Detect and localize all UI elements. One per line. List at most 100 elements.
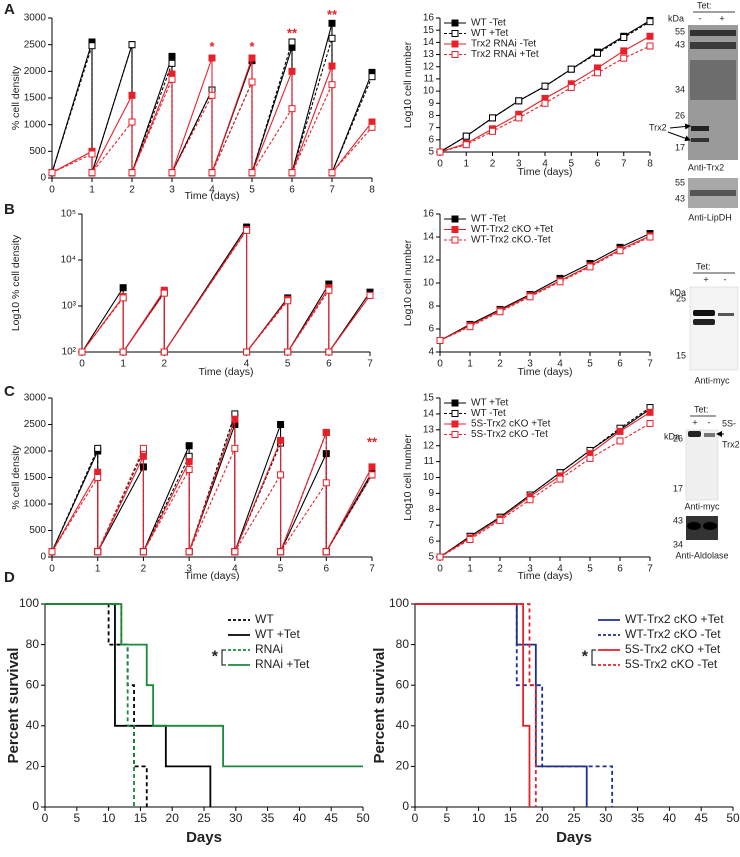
legend-marker [451, 226, 459, 233]
marker [185, 466, 193, 474]
marker [128, 118, 136, 126]
marker [88, 169, 96, 177]
annotation: ** [327, 7, 338, 22]
y-tick-label: 15 [423, 393, 435, 404]
blot-text: Anti-Aldolase [675, 550, 728, 560]
legend-label: WT-Trx2 cKO +Tet [625, 612, 724, 626]
marker [185, 548, 193, 556]
x-tick-label: 2 [141, 564, 147, 575]
marker [646, 408, 654, 416]
marker [94, 548, 102, 556]
annotation: * [249, 39, 255, 54]
x-tick-label: 0 [412, 811, 419, 825]
y-tick-label: 500 [29, 525, 46, 536]
y-tick-label: 10³ [62, 301, 77, 312]
x-tick-label: 30 [229, 811, 243, 825]
x-tick-label: 6 [617, 359, 623, 370]
x-tick-label: 10 [472, 811, 486, 825]
marker [328, 34, 336, 42]
marker [368, 463, 376, 471]
x-tick-label: 0 [49, 185, 55, 196]
y-tick-label: 2000 [24, 66, 47, 77]
y-tick-label: 40 [396, 718, 410, 732]
x-tick-label: 3 [527, 564, 533, 575]
y-tick-label: 10 [423, 278, 435, 289]
marker [288, 105, 296, 113]
marker [646, 233, 654, 241]
legend-label: 5S-Trx2 cKO +Tet [471, 419, 551, 430]
marker [231, 444, 239, 452]
blot-text: Tet: [697, 0, 712, 10]
x-tick-label: 8 [369, 185, 375, 196]
legend-label: WT-Trx2 cKO +Tet [471, 224, 553, 235]
blot-text: - [724, 274, 727, 284]
blot-text: kDa [664, 431, 680, 441]
legend-label: WT [255, 612, 274, 626]
legend-label: RNAi +Tet [255, 657, 310, 671]
x-tick-label: 20 [536, 811, 550, 825]
y-tick-label: 15 [423, 25, 435, 36]
legend-label: WT +Tet [255, 627, 300, 641]
marker [462, 141, 470, 149]
y-tick-label: 8 [428, 301, 434, 312]
marker [248, 54, 256, 62]
blot-text: 15 [676, 350, 686, 360]
marker [436, 553, 444, 561]
marker [586, 454, 594, 462]
x-tick-label: 4 [232, 564, 238, 575]
panel-label: D [4, 569, 15, 586]
legend-marker [451, 431, 459, 438]
marker [48, 169, 56, 177]
x-tick-label: 1 [89, 185, 95, 196]
significance-label: * [582, 649, 589, 666]
blot-text: + [703, 274, 708, 284]
x-tick-label: 7 [367, 359, 373, 370]
marker [185, 458, 193, 466]
y-tick-label: 12 [423, 255, 435, 266]
y-tick-label: 10² [62, 347, 77, 358]
x-tick-label: 2 [162, 359, 168, 370]
marker [328, 19, 336, 27]
marker [436, 337, 444, 344]
significance-bracket [221, 649, 226, 666]
blot-a: Tet: - + kDa 55 43 34 26 17 Trx2 Anti-Tr… [649, 0, 738, 222]
y-axis-label: Percent survival [371, 648, 388, 764]
x-tick-label: 1 [120, 359, 126, 370]
marker [277, 548, 285, 556]
blot-text: kDa [668, 13, 684, 23]
y-tick-label: 9 [428, 488, 434, 499]
marker [119, 348, 127, 356]
legend-marker [451, 215, 459, 223]
marker [466, 536, 474, 544]
marker [466, 323, 474, 331]
series-line [81, 228, 371, 354]
series-line [51, 79, 373, 175]
legend-label: WT -Tet [471, 408, 506, 419]
blot-text: Anti-Trx2 [688, 162, 724, 172]
blot-text: kDa [670, 287, 686, 297]
x-tick-label: 2 [490, 159, 496, 170]
survival-curve [45, 603, 363, 768]
blot-c: Tet: + - kDa 26 17 5S- Trx2 Anti-myc 43 … [664, 404, 740, 560]
x-tick-label: 6 [326, 359, 332, 370]
legend-label: Trx2 RNAi +Tet [471, 49, 539, 60]
marker [208, 91, 216, 99]
marker [231, 415, 239, 423]
y-tick-label: 11 [424, 456, 435, 467]
marker [325, 348, 333, 356]
annotation: ** [367, 434, 378, 449]
marker [277, 436, 285, 444]
legend-marker [451, 30, 459, 37]
x-axis-label: Time (days) [517, 366, 572, 378]
legend-label: WT +Tet [471, 398, 509, 409]
y-tick-label: 20 [26, 759, 40, 773]
marker [243, 226, 251, 234]
marker [646, 419, 654, 427]
marker [567, 65, 575, 73]
marker [288, 67, 296, 75]
x-tick-label: 35 [261, 811, 275, 825]
chart: 0 500 1000 1500 2000 2500 3000 0 1 2 3 4 5 6 7 8 % cell … [10, 7, 376, 202]
y-tick-label: 4 [428, 347, 434, 358]
y-tick-label: 2500 [24, 419, 47, 430]
chart: 0 500 1000 1500 2000 2500 3000 0 1 2 3 4 5 6 7 % cell d… [10, 393, 378, 582]
